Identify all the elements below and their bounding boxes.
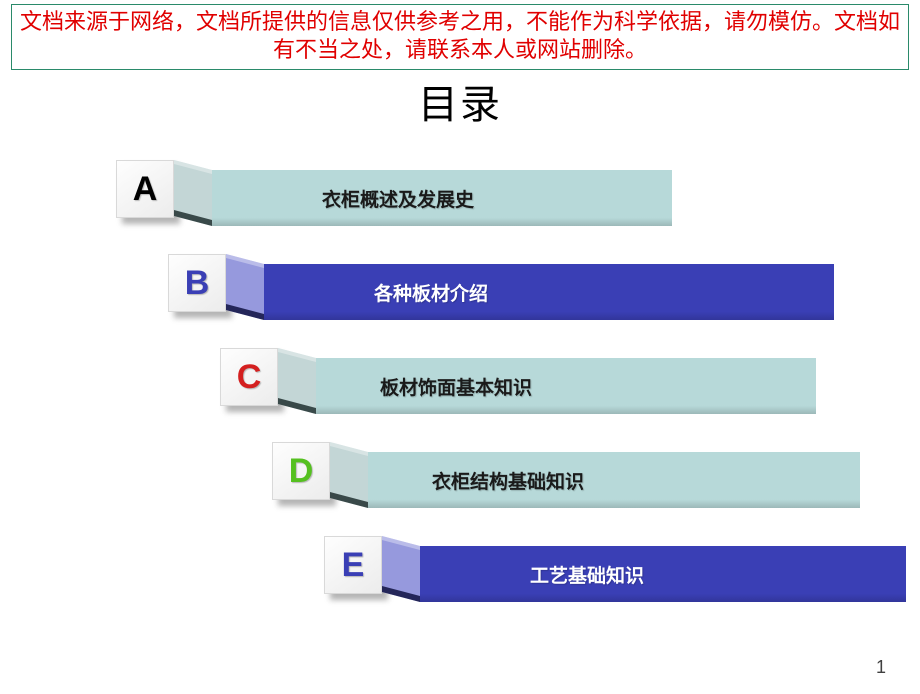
disclaimer-banner: 文档来源于网络，文档所提供的信息仅供参考之用，不能作为科学依据，请勿模仿。文档如… (11, 4, 909, 70)
fold-connector (382, 536, 420, 602)
page-number: 1 (876, 657, 886, 678)
toc-label: 衣柜结构基础知识 (432, 467, 584, 494)
toc-bar: 板材饰面基本知识 (316, 358, 816, 414)
toc-bar: 工艺基础知识 (420, 546, 906, 602)
toc-letter: B (168, 254, 226, 312)
fold-connector (226, 254, 264, 320)
disclaimer-text: 文档来源于网络，文档所提供的信息仅供参考之用，不能作为科学依据，请勿模仿。文档如… (20, 9, 900, 62)
toc-label: 工艺基础知识 (530, 561, 644, 588)
toc-bar: 各种板材介绍 (264, 264, 834, 320)
toc-label: 各种板材介绍 (374, 279, 488, 306)
toc-badge: D (272, 442, 338, 512)
fold-connector (330, 442, 368, 508)
toc-badge: E (324, 536, 390, 606)
page-title: 目录 (0, 72, 920, 130)
toc-bar: 衣柜概述及发展史 (212, 170, 672, 226)
fold-connector (278, 348, 316, 414)
toc-letter: D (272, 442, 330, 500)
toc-label: 衣柜概述及发展史 (322, 185, 474, 212)
toc-bar: 衣柜结构基础知识 (368, 452, 860, 508)
fold-connector (174, 160, 212, 226)
toc-letter: A (116, 160, 174, 218)
toc-badge: B (168, 254, 234, 324)
toc-letter: E (324, 536, 382, 594)
toc-badge: A (116, 160, 182, 230)
toc-label: 板材饰面基本知识 (380, 373, 532, 400)
toc-letter: C (220, 348, 278, 406)
toc-badge: C (220, 348, 286, 418)
